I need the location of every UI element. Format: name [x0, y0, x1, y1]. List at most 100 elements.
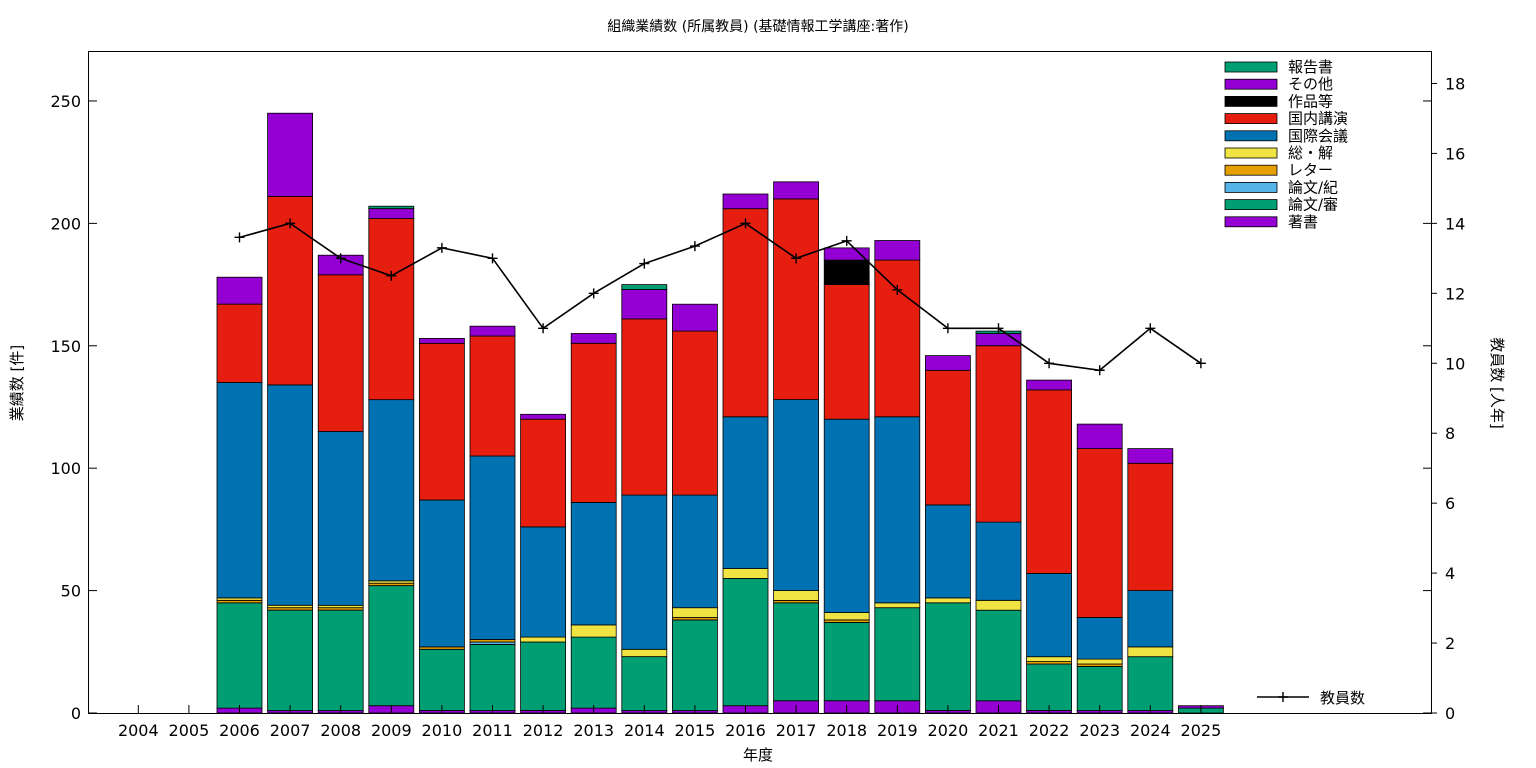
bar-segment-2011-s3: [469, 639, 516, 643]
line-legend: 教員数: [1257, 689, 1365, 707]
bar-segment-2011-s5: [469, 455, 516, 640]
legend-label-7: 作品等: [1288, 92, 1333, 110]
bar-segment-2023-s4: [1076, 658, 1123, 665]
bar-segment-2010-s6: [418, 342, 465, 501]
bar-segment-2022-s1: [1026, 663, 1072, 711]
bar-segment-2014-s6: [621, 318, 668, 496]
legend-swatch-1: [1224, 199, 1278, 211]
bar-segment-2016-s6: [722, 208, 769, 418]
x-tick-label: 2022: [1029, 721, 1070, 740]
line-point-2023: [1094, 365, 1105, 376]
line-legend-marker: [1278, 692, 1288, 702]
y-tick-label: 200: [50, 214, 81, 233]
y2-tick-label: 6: [1445, 494, 1455, 513]
line-point-2018: [841, 235, 852, 246]
bar-segment-2018-s4: [823, 612, 870, 621]
x-tick-label: 2011: [472, 721, 513, 740]
x-tick-label: 2018: [826, 721, 867, 740]
bar-segment-2018-s5: [823, 418, 870, 614]
bar-segment-2014-s8: [621, 289, 668, 320]
y2-axis-label: 教員数 [人年]: [1488, 337, 1506, 428]
bar-segment-2017-s4: [773, 590, 819, 601]
line-point-2011: [487, 253, 498, 264]
bar-segment-2010-s5: [418, 499, 465, 648]
bar-segment-2024-s6: [1127, 462, 1174, 591]
line-point-2012: [538, 323, 549, 334]
x-tick-label: 2025: [1181, 721, 1222, 740]
bar-segment-2006-s5: [216, 382, 263, 599]
line-point-2009: [386, 270, 397, 281]
line-point-2020: [942, 323, 953, 334]
y-tick-label: 0: [71, 704, 81, 723]
line-legend-label: 教員数: [1320, 689, 1365, 707]
legend-swatch-3: [1224, 164, 1278, 176]
bar-segment-2023-s8: [1076, 423, 1123, 450]
y2-tick-label: 16: [1445, 144, 1465, 163]
chart-title: 組織業績数 (所属教員) (基礎情報工学講座:著作): [607, 18, 908, 35]
line-series-teachers: [239, 222, 1202, 372]
bar-segment-2018-s8: [823, 247, 870, 261]
x-tick-label: 2013: [573, 721, 614, 740]
bar-segment-2009-s9: [368, 205, 415, 209]
legend-swatch-7: [1224, 96, 1278, 107]
bar-segment-2015-s5: [672, 494, 718, 609]
line-point-2014: [639, 258, 650, 269]
bar-segment-2019-s4: [874, 602, 921, 609]
bar-segment-2021-s5: [975, 521, 1022, 601]
x-tick-label: 2017: [776, 721, 817, 740]
x-axis-label: 年度: [743, 746, 773, 764]
line-point-2007: [285, 218, 296, 229]
bar-segment-2008-s1: [317, 609, 364, 712]
bar-segment-2015-s4: [672, 607, 718, 618]
line-point-2016: [740, 218, 751, 229]
legend-swatch-8: [1224, 78, 1278, 90]
legend-label-8: その他: [1288, 75, 1333, 93]
y-axis-label: 業績数 [件]: [8, 345, 26, 421]
bar-segment-2016-s4: [722, 568, 769, 579]
legend-label-5: 国際会議: [1288, 127, 1348, 145]
bar-segment-2020-s4: [925, 597, 971, 604]
bar-segment-2014-s1: [621, 656, 668, 712]
bar-segment-2017-s6: [773, 198, 819, 400]
bar-segment-2012-s5: [520, 526, 566, 638]
bar-segment-2020-s5: [925, 504, 971, 599]
bar-segment-2011-s1: [469, 644, 516, 711]
x-tick-label: 2020: [928, 721, 969, 740]
legend-swatch-2: [1224, 181, 1278, 193]
x-tick-label: 2012: [523, 721, 564, 740]
x-tick-label: 2009: [371, 721, 412, 740]
x-tick-label: 2024: [1130, 721, 1171, 740]
bar-segment-2024-s1: [1127, 656, 1174, 712]
x-tick-label: 2016: [725, 721, 766, 740]
y2-tick-label: 18: [1445, 74, 1465, 93]
bar-segment-2010-s1: [418, 648, 465, 711]
bar-segment-2006-s6: [216, 303, 263, 383]
bar-segment-2012-s6: [520, 418, 566, 528]
bar-segment-2023-s6: [1076, 448, 1123, 618]
line-point-2024: [1145, 323, 1156, 334]
y-tick-label: 250: [50, 92, 81, 111]
bar-segment-2019-s1: [874, 607, 921, 702]
y2-tick-label: 2: [1445, 634, 1455, 653]
bar-segment-2018-s3: [823, 619, 870, 623]
x-tick-label: 2005: [169, 721, 210, 740]
bar-segment-2006-s1: [216, 602, 263, 709]
bars-layer: [216, 112, 1224, 714]
bar-segment-2015-s1: [672, 619, 718, 711]
line-point-2025: [1195, 358, 1206, 369]
bar-segment-2013-s6: [570, 342, 617, 503]
bar-segment-2013-s8: [570, 333, 617, 344]
bar-segment-2021-s1: [975, 609, 1022, 702]
legend-swatch-4: [1224, 147, 1278, 159]
bar-segment-2019-s5: [874, 416, 921, 604]
bar-segment-2008-s5: [317, 431, 364, 606]
bar-segment-2013-s4: [570, 624, 617, 638]
bar-segment-2024-s8: [1127, 448, 1174, 464]
bar-segment-2015-s8: [672, 303, 718, 332]
bar-segment-2007-s5: [267, 384, 314, 606]
bar-segment-2018-s6: [823, 284, 870, 420]
y2-tick-label: 0: [1445, 704, 1455, 723]
y-tick-label: 50: [61, 582, 81, 601]
